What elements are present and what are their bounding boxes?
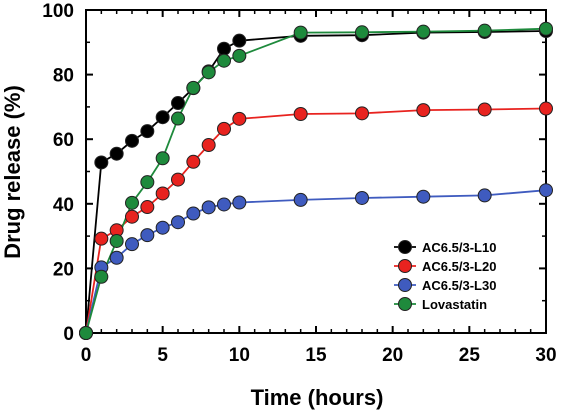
data-point [94, 269, 109, 284]
legend-marker [398, 278, 412, 292]
x-tick-label: 20 [382, 345, 403, 366]
data-point [171, 111, 185, 126]
y-tick-label: 100 [42, 1, 74, 22]
data-point [539, 183, 553, 198]
data-point [125, 195, 139, 210]
legend-label: Lovastatin [422, 297, 487, 312]
data-point [416, 103, 431, 118]
data-point [416, 189, 431, 204]
data-point [477, 102, 492, 117]
data-point [201, 200, 216, 215]
series-markers-2 [79, 183, 553, 340]
legend-marker [398, 240, 412, 254]
legend-marker [398, 259, 412, 273]
y-tick-label: 40 [53, 195, 74, 216]
data-point [171, 96, 185, 111]
series-3 [85, 27, 547, 334]
data-point [217, 197, 231, 212]
y-tick-label: 0 [63, 324, 74, 345]
data-point [109, 233, 124, 248]
x-tick-label: 15 [305, 345, 327, 366]
legend-marker [398, 297, 412, 311]
data-point [293, 25, 308, 40]
y-tick-label: 20 [53, 259, 74, 280]
data-point [232, 195, 247, 210]
data-point [355, 106, 369, 121]
data-point [171, 172, 185, 187]
data-point [232, 111, 247, 126]
data-point [186, 154, 201, 169]
legend-label: AC6.5/3-L10 [422, 240, 496, 255]
x-tick-label: 5 [157, 345, 168, 366]
data-point [217, 41, 231, 56]
data-point [232, 48, 247, 63]
legend-label: AC6.5/3-L20 [422, 259, 496, 274]
data-point [155, 220, 170, 235]
legend-label: AC6.5/3-L30 [422, 278, 496, 293]
data-point [155, 110, 170, 125]
data-point [201, 65, 216, 80]
series-line [85, 27, 547, 334]
data-point [201, 138, 216, 153]
x-tick-label: 10 [229, 345, 250, 366]
data-point [79, 326, 93, 340]
data-point [94, 231, 109, 246]
x-tick-label: 0 [81, 345, 92, 366]
data-point [539, 101, 553, 116]
series-layer [79, 21, 553, 340]
data-point [217, 121, 231, 136]
data-point [140, 200, 155, 215]
data-point [293, 107, 308, 122]
axes: 0 5 10 15 20 25 30 0 20 40 60 80 100 [42, 1, 556, 366]
x-tick-label: 25 [459, 345, 481, 366]
data-point [140, 228, 155, 243]
x-axis-title: Time (hours) [251, 385, 384, 410]
data-point [171, 215, 185, 230]
data-point [109, 146, 124, 161]
series-markers-1 [79, 101, 553, 340]
data-point [293, 192, 308, 207]
series-markers-3 [79, 21, 553, 340]
data-point [232, 33, 247, 48]
data-point [355, 190, 369, 205]
data-point [355, 25, 369, 40]
data-point [217, 53, 231, 68]
data-point [416, 24, 431, 39]
data-point [186, 206, 201, 221]
data-point [186, 80, 201, 95]
y-tick-label: 60 [53, 130, 74, 151]
series-2 [85, 189, 547, 334]
data-point [109, 250, 124, 265]
data-point [125, 133, 139, 148]
data-point [539, 21, 553, 36]
data-point [155, 186, 170, 201]
series-line [85, 189, 547, 334]
y-tick-label: 80 [53, 66, 74, 87]
data-point [140, 175, 155, 190]
data-point [477, 188, 492, 203]
data-point [477, 23, 492, 38]
data-point [155, 151, 170, 166]
y-axis-title: Drug release (%) [0, 85, 25, 259]
data-point [94, 155, 109, 170]
x-tick-label: 30 [535, 345, 556, 366]
data-point [125, 209, 139, 224]
legend: AC6.5/3-L10 AC6.5/3-L20 AC6.5/3-L30 Lovasta… [394, 240, 496, 312]
data-point [125, 237, 139, 252]
data-point [140, 124, 155, 139]
